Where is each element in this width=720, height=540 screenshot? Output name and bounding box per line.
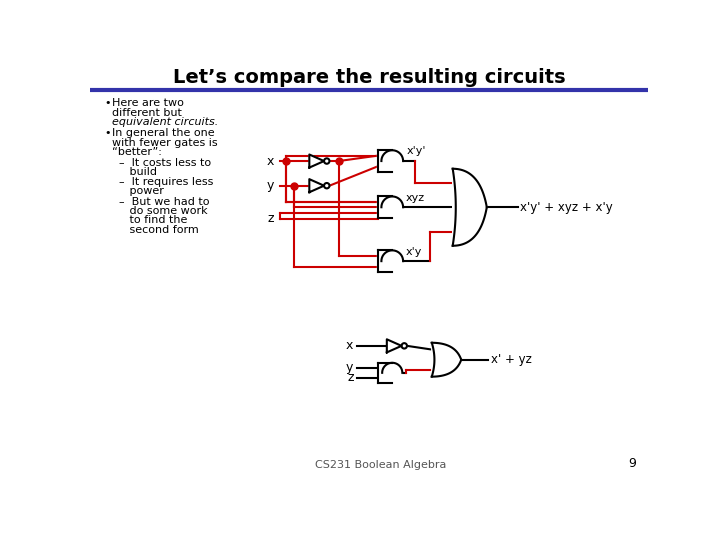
Text: power: power: [120, 186, 164, 196]
Polygon shape: [377, 197, 403, 218]
Polygon shape: [377, 251, 403, 272]
Circle shape: [324, 183, 330, 188]
Text: •: •: [104, 129, 110, 138]
Text: x'y' + xyz + x'y: x'y' + xyz + x'y: [520, 201, 613, 214]
Text: to find the: to find the: [120, 215, 188, 225]
Text: •: •: [104, 98, 110, 109]
Polygon shape: [387, 339, 402, 353]
Text: y: y: [346, 361, 354, 374]
Text: Let’s compare the resulting circuits: Let’s compare the resulting circuits: [173, 69, 565, 87]
Polygon shape: [378, 363, 402, 383]
Text: Here are two: Here are two: [112, 98, 184, 109]
Polygon shape: [377, 150, 403, 172]
Text: CS231 Boolean Algebra: CS231 Boolean Algebra: [315, 460, 446, 470]
Text: –  But we had to: – But we had to: [120, 197, 210, 207]
Text: with fewer gates is: with fewer gates is: [112, 138, 217, 147]
Text: In general the one: In general the one: [112, 129, 215, 138]
Polygon shape: [432, 343, 462, 377]
Text: 9: 9: [629, 457, 636, 470]
Text: x: x: [266, 154, 274, 167]
Text: x'y': x'y': [407, 146, 426, 157]
Text: z: z: [267, 212, 274, 225]
Text: x' + yz: x' + yz: [490, 353, 531, 366]
Text: y: y: [266, 179, 274, 192]
Text: equivalent circuits.: equivalent circuits.: [112, 117, 218, 127]
Polygon shape: [453, 168, 487, 246]
Text: –  It requires less: – It requires less: [120, 177, 214, 187]
Text: x'y: x'y: [405, 247, 422, 257]
Text: second form: second form: [120, 225, 199, 234]
Text: x: x: [346, 339, 354, 353]
Polygon shape: [310, 154, 324, 167]
Circle shape: [402, 343, 407, 348]
Text: “better”:: “better”:: [112, 147, 161, 157]
Circle shape: [324, 158, 330, 164]
Text: –  It costs less to: – It costs less to: [120, 158, 212, 167]
Polygon shape: [310, 179, 324, 192]
Text: do some work: do some work: [120, 206, 208, 216]
Text: different but: different but: [112, 107, 181, 118]
Text: z: z: [347, 372, 354, 384]
Text: build: build: [120, 167, 158, 177]
Text: xyz: xyz: [405, 193, 425, 204]
